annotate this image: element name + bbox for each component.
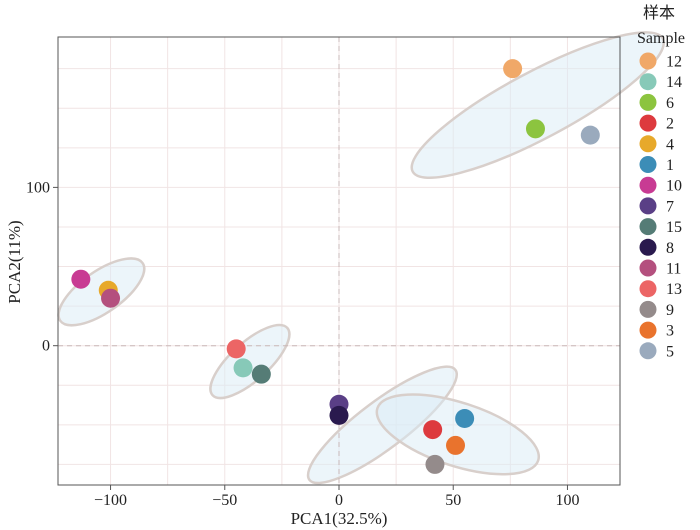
legend-label-5: 5 xyxy=(666,343,674,360)
confidence-ellipses xyxy=(57,31,666,485)
legend-swatch-5 xyxy=(639,342,657,360)
legend-swatch-15 xyxy=(639,218,657,236)
legend-swatch-8 xyxy=(639,238,657,256)
x-tick-label: 100 xyxy=(555,492,579,509)
x-tick-label: −100 xyxy=(94,492,127,509)
legend-label-15: 15 xyxy=(666,219,682,236)
point-sample-9 xyxy=(425,454,445,474)
legend-label-14: 14 xyxy=(666,74,682,91)
point-sample-6 xyxy=(525,119,545,139)
point-sample-3 xyxy=(446,435,466,455)
legend-label-13: 13 xyxy=(666,281,682,298)
ellipse-lower-right xyxy=(375,393,541,476)
point-sample-11 xyxy=(101,288,121,308)
legend-swatch-1 xyxy=(639,156,657,173)
legend-label-8: 8 xyxy=(666,240,674,257)
legend-title-cn: 样本 xyxy=(643,4,675,22)
legend-label-3: 3 xyxy=(666,323,674,340)
x-axis-title: PCA1(32.5%) xyxy=(291,509,388,528)
legend-swatch-11 xyxy=(639,259,657,277)
point-sample-12 xyxy=(503,59,523,79)
legend-label-6: 6 xyxy=(666,95,674,112)
legend-swatch-12 xyxy=(639,52,657,70)
x-tick-label: −50 xyxy=(212,492,237,509)
data-points xyxy=(71,59,600,474)
legend-swatch-2 xyxy=(639,114,657,132)
legend-swatch-4 xyxy=(639,135,657,153)
axis-ticks: −100 −50 0 50 100 0 100 xyxy=(26,179,579,509)
legend: 12 14 6 2 4 1 10 7 15 8 11 13 9 3 5 xyxy=(639,52,682,360)
legend-swatch-9 xyxy=(639,300,657,318)
legend-swatch-13 xyxy=(639,280,657,298)
legend-label-1: 1 xyxy=(666,157,674,174)
point-sample-10 xyxy=(71,269,91,289)
point-sample-15 xyxy=(251,364,271,384)
legend-swatch-10 xyxy=(639,176,657,194)
point-sample-5 xyxy=(580,125,600,145)
legend-label-10: 10 xyxy=(666,178,682,195)
point-sample-14 xyxy=(233,358,253,378)
point-sample-1 xyxy=(455,409,475,429)
legend-label-12: 12 xyxy=(666,54,682,71)
x-tick-label: 0 xyxy=(335,492,343,509)
legend-swatch-6 xyxy=(639,93,657,111)
legend-label-11: 11 xyxy=(666,261,681,278)
x-tick-label: 50 xyxy=(445,492,461,509)
y-axis-title: PCA2(11%) xyxy=(5,220,24,303)
legend-swatch-3 xyxy=(639,321,657,339)
y-tick-label: 0 xyxy=(42,338,50,355)
ellipse-upper-right xyxy=(410,31,666,180)
point-sample-8 xyxy=(329,405,349,425)
point-sample-13 xyxy=(226,339,246,359)
legend-swatch-14 xyxy=(639,73,657,91)
legend-label-7: 7 xyxy=(666,198,674,215)
legend-label-2: 2 xyxy=(666,116,674,133)
legend-label-9: 9 xyxy=(666,302,674,319)
legend-label-4: 4 xyxy=(666,136,674,153)
legend-swatch-7 xyxy=(639,197,657,215)
legend-title-en: Sample xyxy=(637,30,685,47)
point-sample-2 xyxy=(423,420,443,440)
y-tick-label: 100 xyxy=(26,179,50,196)
